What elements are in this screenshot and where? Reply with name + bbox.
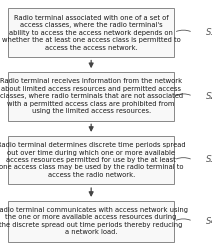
Text: S3: S3 [206, 156, 212, 164]
FancyBboxPatch shape [8, 136, 174, 184]
Text: S4: S4 [206, 217, 212, 226]
Text: Radio terminal associated with one of a set of
access classes, where the radio t: Radio terminal associated with one of a … [2, 14, 181, 51]
Text: Radio terminal receives information from the network
about limited access resour: Radio terminal receives information from… [0, 78, 183, 114]
Text: S1: S1 [206, 28, 212, 37]
Text: S2: S2 [206, 92, 212, 101]
Text: Radio terminal communicates with access network using
the one or more available : Radio terminal communicates with access … [0, 207, 188, 236]
Text: Radio terminal determines discrete time periods spread
out over time during whic: Radio terminal determines discrete time … [0, 142, 186, 178]
FancyBboxPatch shape [8, 200, 174, 242]
FancyBboxPatch shape [8, 8, 174, 57]
FancyBboxPatch shape [8, 72, 174, 121]
